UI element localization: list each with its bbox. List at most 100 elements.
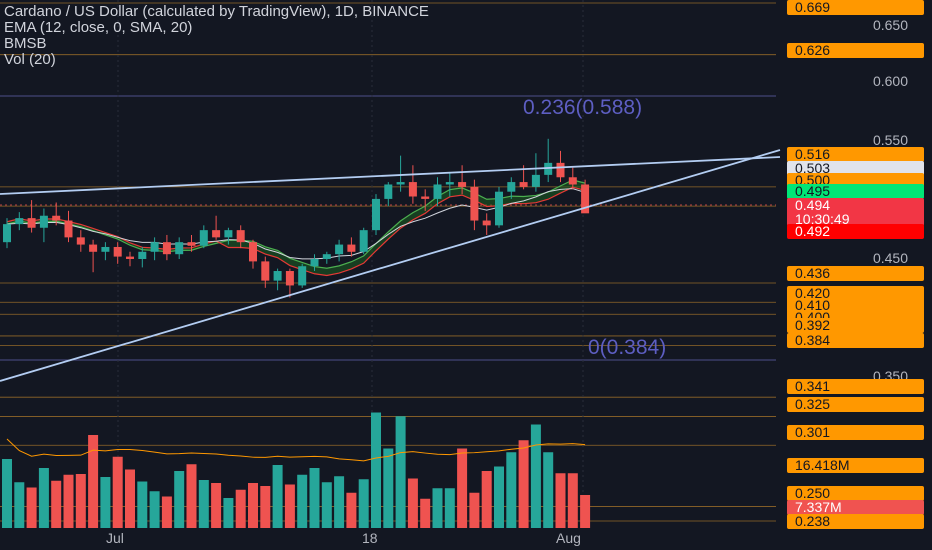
volume-bar: [137, 481, 148, 528]
candle-body: [175, 242, 184, 255]
volume-bar: [14, 482, 25, 528]
volume-bar: [260, 486, 271, 528]
candle-body: [150, 242, 159, 252]
candle-body: [347, 244, 356, 252]
candle-body: [187, 242, 196, 246]
candle-body: [101, 246, 110, 252]
volume-bar: [63, 474, 74, 528]
axis-label-0650: 0.650: [872, 17, 908, 33]
volume-bar: [346, 492, 357, 528]
volume-bar: [371, 412, 381, 528]
volume-bar: [469, 492, 480, 528]
axis-tag-0492: 0.492: [787, 224, 924, 239]
candle-body: [568, 177, 577, 185]
candle-body: [519, 182, 528, 187]
candle-body: [445, 182, 454, 185]
current-price-tag: 0.494 10:30:49: [787, 198, 924, 226]
candle-body: [3, 224, 11, 243]
candle-body: [384, 184, 393, 199]
current-price-value: 0.494: [795, 197, 831, 213]
bar-countdown: 10:30:49: [795, 211, 850, 227]
candle-body: [335, 244, 344, 255]
candle-body: [249, 242, 257, 262]
volume-bar: [198, 480, 209, 528]
axis-tag-0392: 0.392: [787, 318, 924, 333]
volume-bar: [211, 483, 222, 528]
axis-tag-0436: 0.436: [787, 266, 924, 281]
candle-body: [433, 184, 442, 199]
axis-tag-0384: 0.384: [787, 333, 924, 348]
volume-bar: [432, 488, 443, 528]
volume-bar: [444, 488, 455, 528]
time-label-jul: Jul: [106, 530, 124, 546]
volume-tag: 7.337M: [787, 500, 924, 515]
volume-bar: [309, 468, 320, 528]
volume-bar: [580, 495, 591, 528]
candle-body: [458, 182, 467, 187]
volume-bar: [284, 484, 295, 528]
volume-bar: [567, 473, 578, 528]
upper-trendline: [0, 156, 781, 195]
volume-bar: [334, 476, 345, 528]
volume-bar: [383, 448, 394, 528]
volume-bar: [543, 452, 554, 528]
candle-body: [285, 271, 294, 286]
ema-line: [6, 188, 586, 260]
volume-bar: [125, 469, 135, 528]
axis-tag-0301: 0.301: [787, 425, 924, 440]
volume-bar: [248, 483, 258, 528]
volume-bar: [530, 424, 541, 528]
candle-body: [298, 266, 307, 286]
candle-body: [52, 215, 61, 221]
candle-body: [322, 254, 331, 259]
volume-bar: [235, 489, 246, 528]
axis-tag-0495: 0.495: [787, 184, 924, 199]
candle-body: [261, 261, 270, 281]
candle-body: [113, 246, 122, 257]
fib-level-0: 0(0.384): [588, 336, 667, 359]
candle-body: [396, 182, 405, 185]
volume-bar: [420, 498, 431, 528]
time-label-aug: Aug: [556, 530, 581, 546]
volume-bar: [494, 466, 504, 528]
candle-body: [310, 258, 319, 267]
candle-body: [273, 271, 282, 281]
volume-bar: [555, 473, 566, 528]
volume-bar: [186, 464, 197, 528]
axis-tag-0410: 0.410: [787, 298, 924, 313]
symbol-title[interactable]: Cardano / US Dollar (calculated by Tradi…: [4, 4, 429, 20]
axis-tag-0238: 0.238: [787, 514, 924, 529]
volume-bar: [395, 416, 406, 528]
candle-body: [138, 251, 147, 259]
axis-tag-0341: 0.341: [787, 379, 924, 394]
volume-ma-line: [6, 438, 586, 462]
volume-bar: [518, 440, 529, 528]
axis-label-0450: 0.450: [872, 250, 908, 266]
axis-tag-0325: 0.325: [787, 397, 924, 412]
candle-body: [212, 230, 221, 238]
axis-tag-0516: 0.516: [787, 147, 924, 162]
chart-legend: Cardano / US Dollar (calculated by Tradi…: [4, 4, 780, 68]
ema-indicator-label[interactable]: EMA (12, close, 0, SMA, 20): [4, 19, 193, 36]
bmsb-indicator-label[interactable]: BMSB: [4, 35, 47, 52]
candle-body: [162, 242, 171, 255]
candle-body: [39, 215, 48, 228]
candle-body: [236, 230, 245, 243]
candle-body: [126, 256, 134, 259]
volume-bar: [457, 448, 468, 528]
volume-bar: [149, 491, 160, 528]
candle-body: [495, 191, 503, 226]
volume-bar: [223, 498, 234, 528]
volume-bar: [26, 487, 37, 528]
candle-body: [581, 184, 590, 214]
bmsb-upper-line: [6, 179, 586, 269]
candle-body: [64, 220, 73, 238]
candle-body: [421, 196, 430, 199]
volume-bar: [297, 474, 308, 528]
axis-tag-0626: 0.626: [787, 43, 924, 58]
volume-bar: [272, 465, 283, 528]
volume-bar: [75, 474, 86, 528]
volume-bar: [51, 480, 62, 528]
volume-indicator-label[interactable]: Vol (20): [4, 51, 56, 68]
